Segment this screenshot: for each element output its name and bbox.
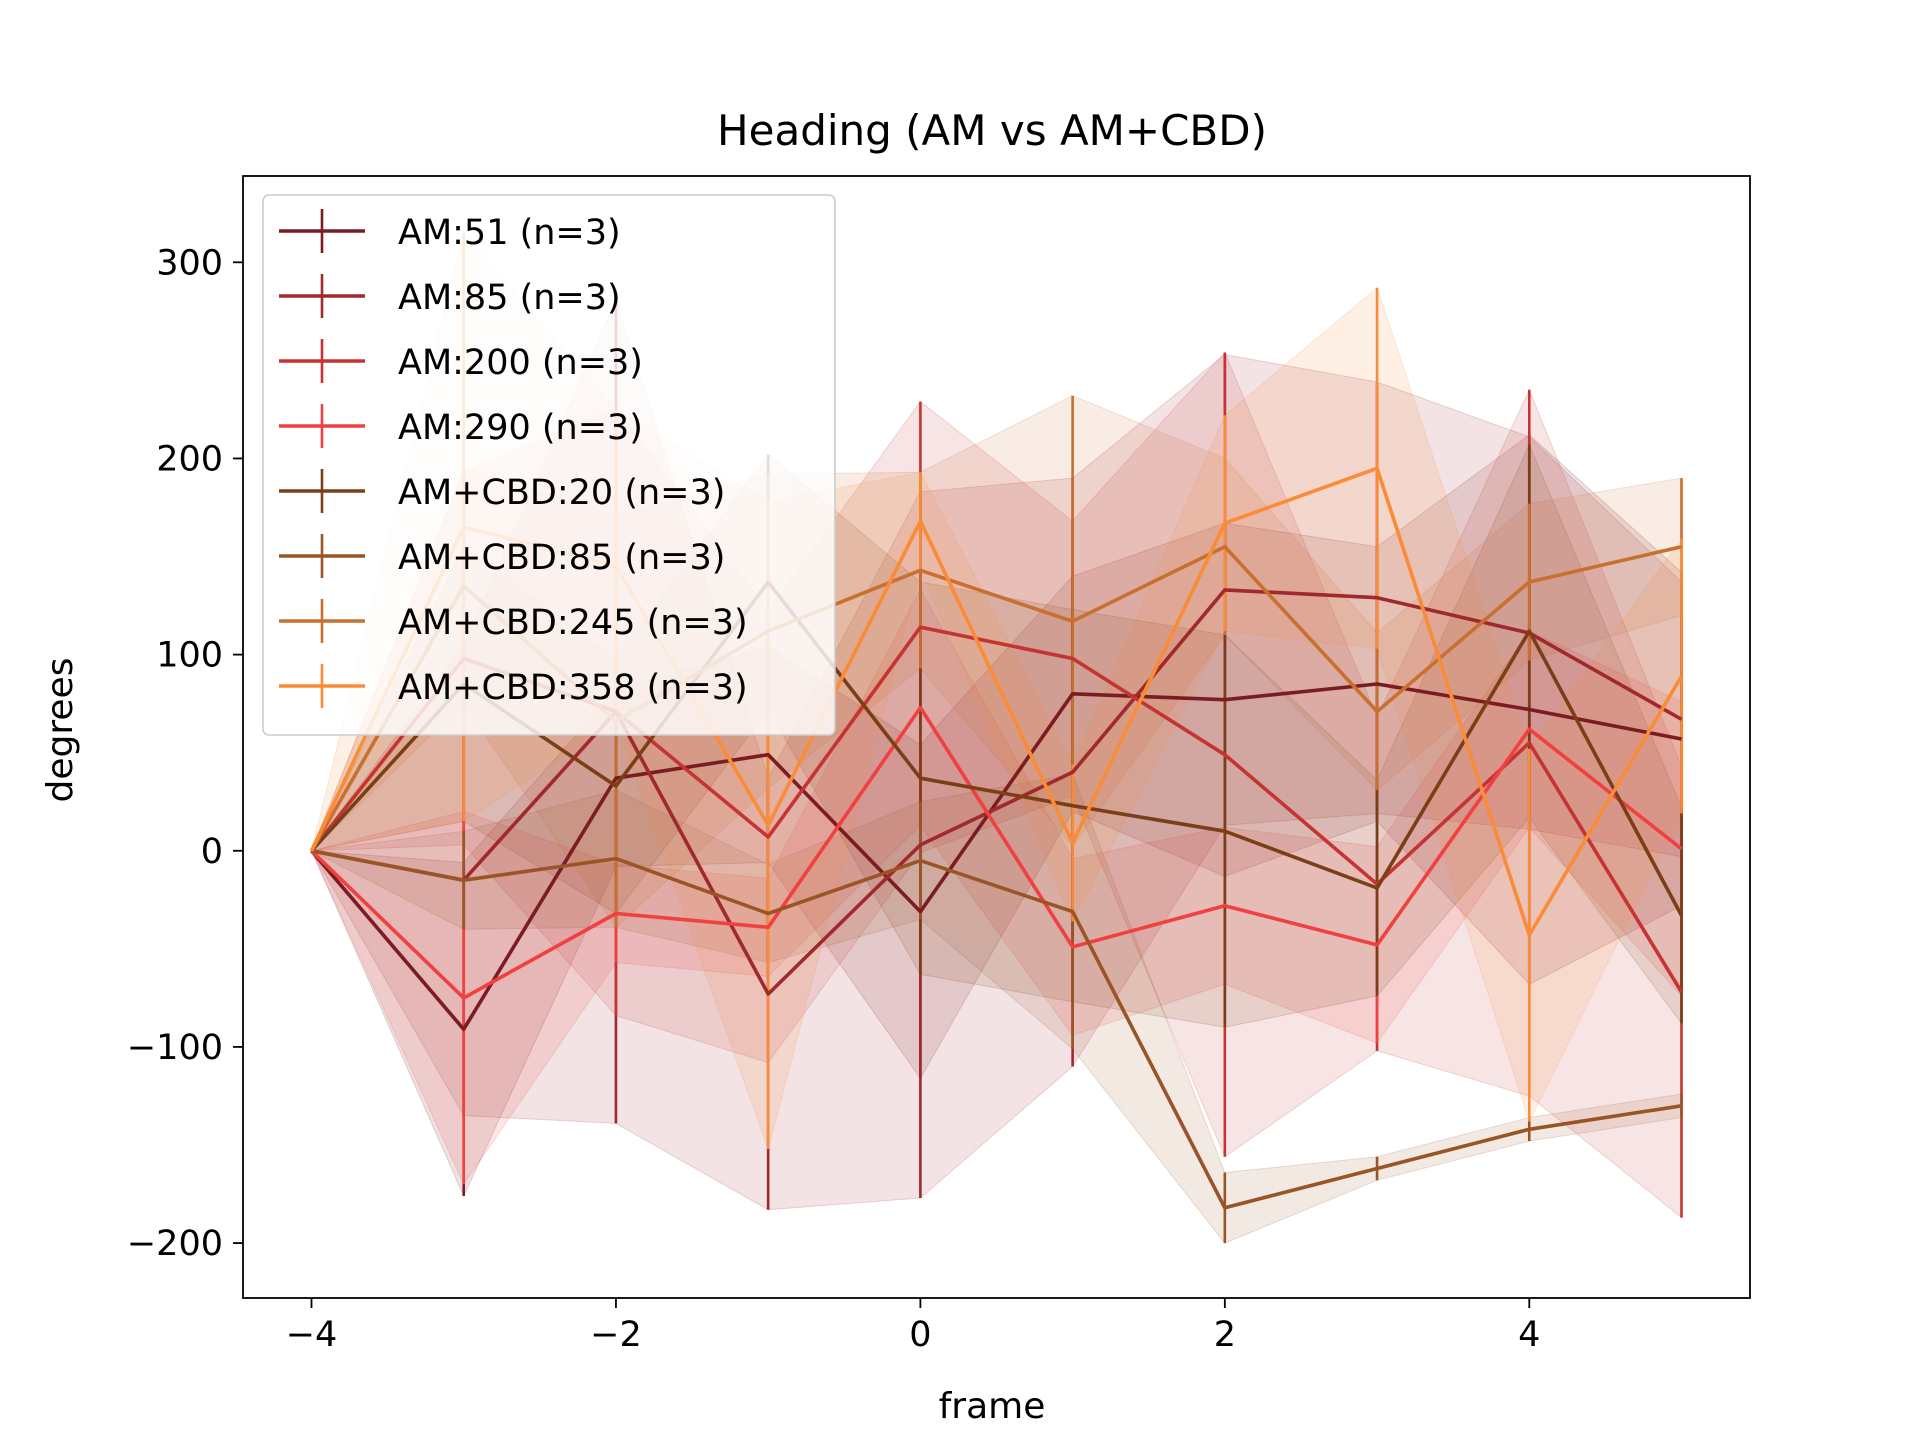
legend-label-2: AM:200 (n=3)	[398, 343, 643, 383]
y-tick-label-5: 300	[156, 243, 223, 283]
x-tick-label-1: −2	[590, 1315, 642, 1355]
series-line-3	[310, 705, 1683, 1000]
legend-label-7: AM+CBD:358 (n=3)	[398, 668, 748, 708]
x-tick-label-4: 4	[1518, 1315, 1540, 1355]
legend-label-6: AM+CBD:245 (n=3)	[398, 603, 748, 643]
legend-label-4: AM+CBD:20 (n=3)	[398, 473, 725, 513]
series-line-1	[311, 588, 1683, 996]
series-line-5	[311, 849, 1682, 1210]
y-tick-label-0: −200	[127, 1224, 223, 1264]
y-tick-label-3: 100	[156, 636, 223, 676]
legend-label-1: AM:85 (n=3)	[398, 278, 621, 318]
legend-box	[262, 194, 836, 736]
legend-label-3: AM:290 (n=3)	[398, 408, 643, 448]
x-tick-label-3: 2	[1214, 1315, 1236, 1355]
legend-label-0: AM:51 (n=3)	[398, 213, 621, 253]
chart-title: Heading (AM vs AM+CBD)	[717, 106, 1267, 155]
x-axis-label: frame	[939, 1386, 1046, 1427]
y-axis-label: degrees	[40, 658, 81, 803]
y-tick-label-1: −100	[127, 1028, 223, 1068]
x-tick-label-0: −4	[286, 1315, 338, 1355]
legend-label-5: AM+CBD:85 (n=3)	[398, 538, 725, 578]
axes: −4 −2 0 2 4 −200 −100 0 100 200 300	[127, 175, 1751, 1355]
y-tick-label-2: 0	[201, 832, 223, 872]
legend: AM:51 (n=3) AM:85 (n=3) AM:200 (n=3) AM:290…	[262, 194, 836, 736]
x-tick-label-2: 0	[909, 1315, 931, 1355]
axes-frame	[242, 175, 1751, 1299]
y-tick-label-4: 200	[156, 439, 223, 479]
